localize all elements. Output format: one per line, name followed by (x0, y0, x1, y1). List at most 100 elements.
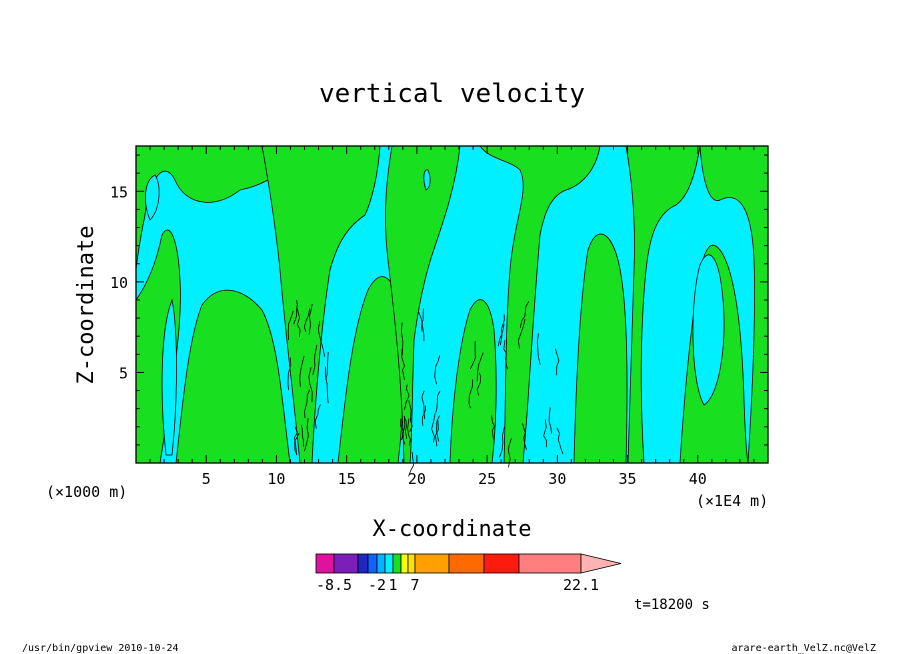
contour-noise (537, 333, 541, 365)
contour-region-6 (449, 299, 497, 464)
colorbar-label: 1 (388, 576, 397, 594)
contour-noise (401, 415, 406, 445)
contour-noise (436, 415, 440, 442)
colorbar-label: 7 (410, 576, 419, 594)
contour-region-3 (261, 145, 381, 464)
colorbar-box (518, 553, 582, 574)
contour-noise (476, 372, 482, 396)
contour-island-0 (692, 254, 725, 406)
y-tick-label: 15 (110, 183, 128, 201)
contour-noise (287, 357, 292, 391)
colorbar-box (357, 553, 369, 574)
contour-noise (435, 390, 441, 413)
colorbar-box (376, 553, 386, 574)
colorbar-arrow (580, 553, 622, 574)
x-axis-ticks: 5 10 15 20 25 30 35 40 (149, 146, 755, 488)
colorbar-box (384, 553, 394, 574)
contour-noise (434, 420, 439, 447)
contour-noise (421, 390, 426, 420)
contour-region-9 (625, 145, 701, 464)
contour-noise (304, 418, 309, 452)
contour-noise (497, 323, 505, 347)
colorbar-box (392, 553, 402, 574)
contour-region-2 (175, 289, 291, 464)
colorbar-box (414, 553, 450, 574)
contour-noise (500, 314, 505, 346)
contour-noise (555, 348, 560, 376)
contour-noise (314, 404, 321, 429)
colorbar-box (483, 553, 520, 574)
contour-noise (293, 300, 298, 325)
x-tick-label: 10 (267, 470, 285, 488)
contour-region-8 (573, 233, 628, 464)
contour-noise (308, 367, 313, 402)
contour-island-3 (161, 298, 177, 456)
contour-noise (401, 348, 405, 381)
contour-noise (522, 423, 527, 450)
contour-noise (503, 339, 508, 370)
x-scale-label: (×1E4 m) (696, 492, 768, 510)
colorbar-box (448, 553, 485, 574)
contour-region-0 (135, 145, 301, 271)
contour-noise (299, 355, 305, 387)
contour-noise (499, 426, 505, 458)
contour-noise (296, 307, 301, 337)
y-scale-label: (×1000 m) (46, 483, 127, 501)
contour-noise (400, 418, 404, 441)
footer-left: /usr/bin/gpview 2010-10-24 (22, 643, 179, 654)
contour-noise (543, 419, 547, 448)
contour-noise (421, 405, 426, 426)
colorbar-box (367, 553, 378, 574)
y-axis-ticks: 5 10 15 (110, 154, 768, 446)
contour-noise (491, 415, 495, 440)
colorbar-box (333, 553, 359, 574)
contour-noise (468, 379, 473, 409)
colorbar-label: -2 (368, 576, 386, 594)
contour-noise (317, 321, 325, 357)
contour-noise (287, 310, 294, 341)
contour-noise (556, 427, 564, 455)
contour-noise (303, 308, 311, 333)
x-tick-label: 5 (202, 470, 211, 488)
contour-region-5 (385, 145, 461, 464)
contour-noise (404, 384, 410, 410)
x-axis-label: X-coordinate (373, 517, 532, 542)
colorbar-box (315, 553, 335, 574)
contour-noise (434, 354, 441, 385)
contour-noise (469, 341, 476, 370)
contour-noise (431, 413, 436, 443)
contour-noise (403, 416, 408, 439)
contour-noise (325, 351, 329, 381)
contour-noise (519, 301, 530, 328)
y-tick-label: 5 (119, 364, 128, 382)
colorbar-label: -8.5 (316, 576, 352, 594)
x-tick-label: 30 (548, 470, 566, 488)
contour-island-2 (423, 169, 431, 191)
y-tick-label: 10 (110, 274, 128, 292)
contour-noise (418, 311, 425, 342)
x-tick-label: 20 (408, 470, 426, 488)
contour-island-1 (145, 174, 160, 221)
x-tick-label: 25 (478, 470, 496, 488)
x-tick-label: 40 (689, 470, 707, 488)
contour-region-11 (699, 145, 769, 464)
chart-title: vertical velocity (319, 79, 585, 109)
contour-noise (508, 438, 512, 468)
contour-noise (308, 303, 313, 335)
contour-noise (421, 308, 424, 332)
colorbar-label: 22.1 (563, 576, 599, 594)
plot-area: 5 10 15 20 25 30 35 40 5 10 15 (110, 145, 769, 488)
contour-noise (294, 432, 300, 456)
contour-noise (407, 418, 411, 446)
x-tick-label: 35 (619, 470, 637, 488)
x-tick-label: 15 (338, 470, 356, 488)
contour-noise (400, 322, 404, 356)
colorbar-box (407, 553, 416, 574)
contour-noise (304, 389, 310, 419)
time-stamp: t=18200 s (634, 597, 710, 613)
contour-noise (325, 366, 329, 404)
colorbar-box (400, 553, 409, 574)
contour-noise (408, 400, 413, 432)
y-axis-label: Z-coordinate (74, 226, 99, 385)
